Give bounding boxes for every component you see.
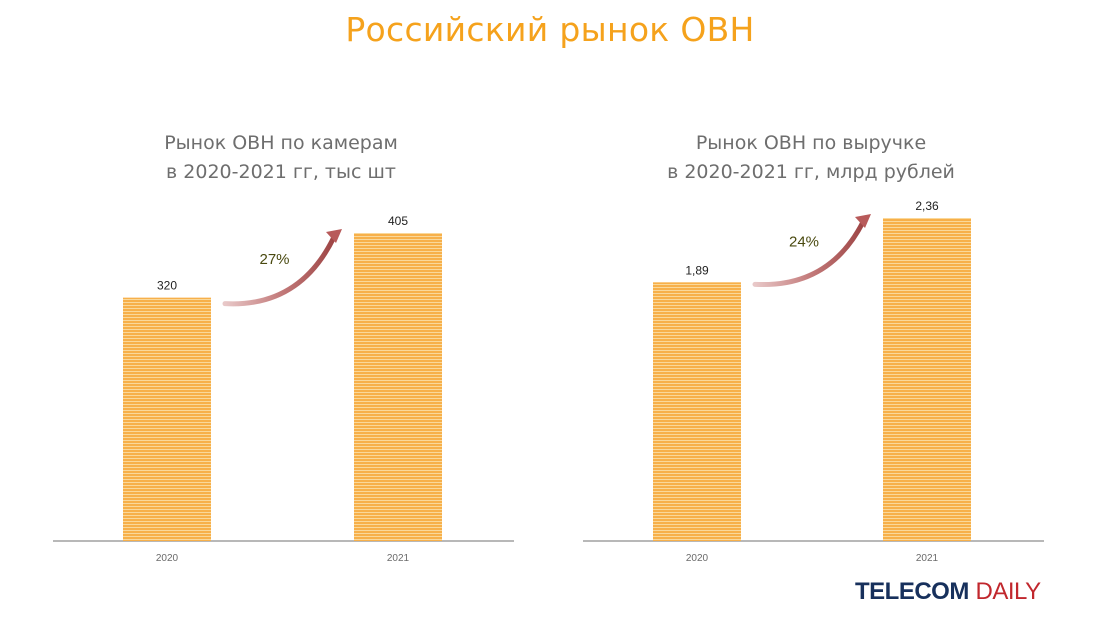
chart-title-line-2: в 2020-2021 гг, млрд рублей bbox=[667, 161, 955, 183]
data-label: 320 bbox=[157, 279, 177, 293]
logo-text-daily: DAILY bbox=[975, 578, 1042, 605]
chart-title-line-2: в 2020-2021 гг, тыс шт bbox=[166, 161, 396, 183]
bar-2021 bbox=[354, 233, 442, 541]
growth-percent-label: 27% bbox=[259, 251, 289, 268]
page-title: Российский рынок ОВН bbox=[345, 10, 755, 49]
telecom-daily-logo: TELECOM DAILY bbox=[855, 578, 1041, 606]
chart-title-revenue: Рынок ОВН по выручке в 2020-2021 гг, млр… bbox=[601, 129, 1021, 187]
chart-title-cameras: Рынок ОВН по камерам в 2020-2021 гг, тыс… bbox=[71, 129, 491, 187]
data-label: 405 bbox=[388, 214, 408, 228]
chart-title-line-1: Рынок ОВН по камерам bbox=[164, 132, 398, 154]
bar-2021 bbox=[883, 218, 971, 541]
bar-2020 bbox=[653, 282, 741, 541]
growth-percent-label: 24% bbox=[789, 234, 819, 251]
bar-2020 bbox=[123, 297, 211, 541]
chart-title-line-1: Рынок ОВН по выручке bbox=[695, 132, 927, 154]
data-label: 1,89 bbox=[685, 263, 709, 277]
data-label: 2,36 bbox=[915, 199, 939, 213]
logo-text-telecom: TELECOM bbox=[855, 578, 969, 605]
x-tick-label: 2021 bbox=[916, 553, 939, 564]
growth-arrow-head bbox=[855, 214, 871, 228]
x-tick-label: 2020 bbox=[156, 553, 179, 564]
growth-arrow bbox=[752, 219, 866, 288]
growth-arrow bbox=[222, 234, 337, 307]
x-tick-label: 2020 bbox=[686, 553, 709, 564]
x-tick-label: 2021 bbox=[387, 553, 410, 564]
growth-arrow-head bbox=[326, 229, 342, 243]
